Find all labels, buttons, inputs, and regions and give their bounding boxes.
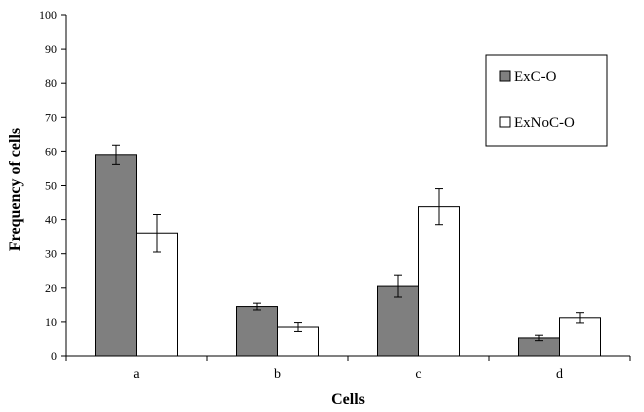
y-tick-label: 60 <box>45 144 57 158</box>
y-tick-label: 10 <box>45 315 57 329</box>
bar-exnoc-o-a <box>136 232 178 357</box>
x-axis-labels: a b c d <box>133 367 563 382</box>
x-tick-label-b: b <box>274 367 281 382</box>
bar-exnoc-o-b <box>277 326 319 357</box>
y-tick-label: 90 <box>45 42 57 56</box>
x-tick-label-d: d <box>556 367 563 382</box>
y-tick-label: 40 <box>45 213 57 227</box>
y-tick-label: 100 <box>39 8 57 22</box>
legend: ExC-O ExNoC-O <box>485 54 608 147</box>
y-tick-label: 70 <box>45 110 57 124</box>
y-tick-label: 50 <box>45 179 57 193</box>
legend-swatch-exnoc-o <box>499 116 511 128</box>
legend-box <box>485 54 608 147</box>
y-tick-label: 30 <box>45 247 57 261</box>
y-tick-label: 20 <box>45 281 57 295</box>
x-axis-title: Cells <box>331 391 365 408</box>
bar-exc-o-b <box>236 306 278 357</box>
legend-label-exnoc-o: ExNoC-O <box>514 115 575 131</box>
x-tick-label-a: a <box>133 367 140 382</box>
error-bars <box>112 144 584 342</box>
bar-exnoc-o-c <box>418 206 460 357</box>
x-tick-label-c: c <box>415 367 421 382</box>
bar-exc-o-a <box>95 154 137 357</box>
bar-exnoc-o-d <box>559 317 601 357</box>
legend-label-exc-o: ExC-O <box>514 69 557 85</box>
y-tick-label: 80 <box>45 76 57 90</box>
y-tick-label: 0 <box>51 349 57 363</box>
legend-swatch-exc-o <box>499 70 511 82</box>
y-axis-title: Frequency of cells <box>7 128 24 251</box>
bars <box>95 154 601 357</box>
y-axis-ticks: 0 10 20 30 40 50 60 70 80 90 100 <box>39 8 631 363</box>
